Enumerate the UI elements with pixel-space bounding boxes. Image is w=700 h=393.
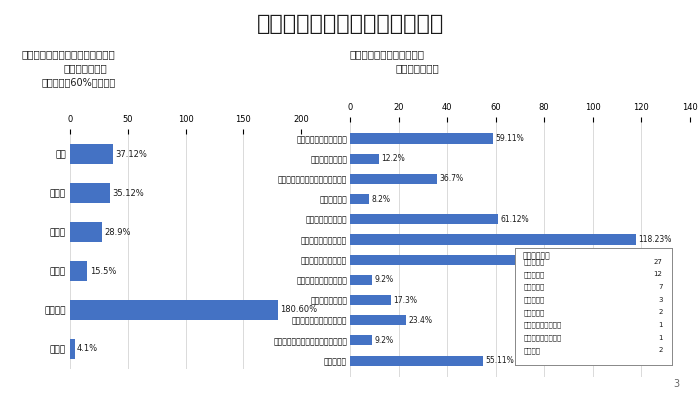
Bar: [350, 154, 379, 164]
Text: 61.12%: 61.12%: [500, 215, 529, 224]
Text: 36.7%: 36.7%: [440, 174, 464, 184]
Text: 27: 27: [654, 259, 662, 265]
Text: 家から近い: 家から近い: [524, 309, 545, 316]
Text: 12: 12: [654, 272, 662, 277]
Text: 4.1%: 4.1%: [77, 344, 98, 353]
Text: 問３　当施設で健診を受けた回数: 問３ 当施設で健診を受けた回数: [21, 49, 115, 59]
Text: 健診センター　満足度調査結果: 健診センター 満足度調査結果: [256, 14, 444, 34]
Text: 問４　当施設を選んだ理由: 問４ 当施設を選んだ理由: [350, 49, 425, 59]
Text: 7: 7: [658, 284, 662, 290]
Bar: [350, 214, 498, 224]
Text: 2: 2: [658, 347, 662, 353]
Text: 180.60%: 180.60%: [280, 305, 317, 314]
Text: 118.23%: 118.23%: [638, 235, 672, 244]
Text: その他の理由: その他の理由: [522, 251, 550, 260]
Text: 会社の指定: 会社の指定: [524, 259, 545, 265]
Bar: [350, 315, 406, 325]
Bar: [350, 255, 620, 265]
Bar: [350, 134, 493, 143]
Text: 111.21%: 111.21%: [622, 255, 654, 264]
Text: 経費カメラができる: 経費カメラができる: [524, 334, 562, 341]
Text: 9.2%: 9.2%: [374, 275, 393, 285]
Bar: [70, 144, 113, 164]
Text: 3: 3: [658, 297, 662, 303]
Bar: [350, 234, 636, 244]
Bar: [350, 194, 370, 204]
Text: 37.12%: 37.12%: [115, 150, 147, 159]
Text: 職場の健診: 職場の健診: [524, 271, 545, 278]
Bar: [350, 174, 438, 184]
Bar: [70, 261, 88, 281]
Text: （複数回答可）: （複数回答可）: [395, 64, 440, 73]
Bar: [350, 335, 372, 345]
Text: 選択なし: 選択なし: [524, 347, 541, 354]
Text: 12.2%: 12.2%: [382, 154, 405, 163]
Text: 23.4%: 23.4%: [408, 316, 432, 325]
Bar: [70, 300, 278, 320]
Bar: [70, 222, 102, 242]
Text: 9.2%: 9.2%: [374, 336, 393, 345]
Text: 17.3%: 17.3%: [393, 296, 418, 305]
Bar: [70, 183, 111, 203]
Bar: [70, 339, 75, 359]
Text: ５回以上が60%であった: ５回以上が60%であった: [42, 77, 116, 87]
Text: 1: 1: [658, 322, 662, 328]
Text: 28.9%: 28.9%: [105, 228, 131, 237]
Text: 15.5%: 15.5%: [90, 266, 116, 275]
Text: （今回を含む）: （今回を含む）: [63, 64, 106, 73]
Text: 農協の紹介: 農協の紹介: [524, 284, 545, 290]
Text: 1: 1: [658, 335, 662, 341]
Text: 55.11%: 55.11%: [486, 356, 514, 365]
Text: 2: 2: [658, 309, 662, 316]
Text: 3: 3: [673, 379, 679, 389]
Text: 8.2%: 8.2%: [372, 195, 391, 204]
Bar: [350, 295, 391, 305]
Bar: [350, 275, 372, 285]
Text: 地元に受診機関なし: 地元に受診機関なし: [524, 322, 562, 329]
Text: 59.11%: 59.11%: [496, 134, 524, 143]
Text: 35.12%: 35.12%: [113, 189, 144, 198]
Bar: [350, 356, 484, 365]
Text: 農協組合員: 農協組合員: [524, 296, 545, 303]
